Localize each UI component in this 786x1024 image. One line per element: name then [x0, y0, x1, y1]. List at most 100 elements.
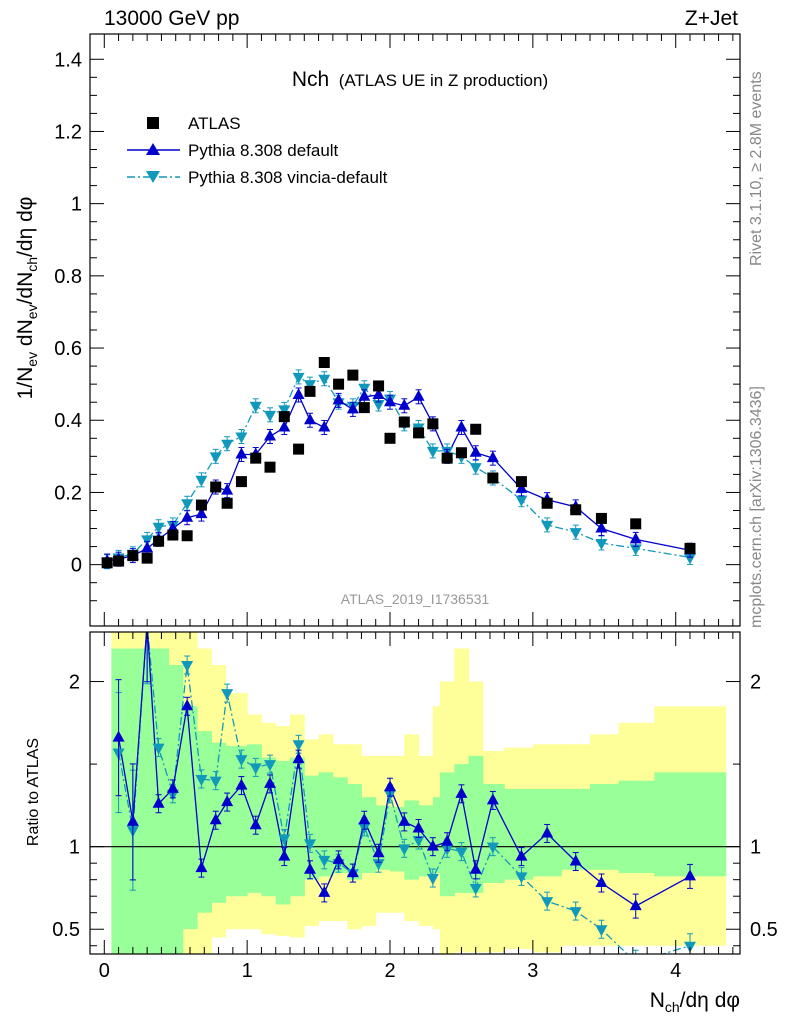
ratio-default-point [629, 899, 642, 911]
process-label: Z+Jet [685, 7, 738, 30]
atlas-point [470, 423, 482, 435]
ratio-vincia-line [117, 632, 691, 954]
ratio-default-point [195, 861, 208, 873]
vincia-point [249, 401, 262, 413]
legend-marker-default [146, 143, 160, 155]
ratio-default-point [209, 813, 222, 825]
atlas-point [153, 535, 165, 547]
vincia-point [195, 475, 208, 487]
default-point [318, 420, 331, 432]
ratio-panel: 0.5 0.5 1 1 2 2 0 1 2 3 4 Ratio to ATLAS Nch/dη dφ [25, 631, 778, 1015]
ratio-default-point [455, 786, 468, 798]
legend-label-vincia: Pythia 8.308 vincia-default [188, 168, 388, 187]
vincia-point [264, 410, 276, 422]
vincia-point [426, 446, 439, 458]
atlas-point [221, 497, 233, 509]
atlas-point [264, 461, 276, 473]
main-y-tick-label: 1 [71, 194, 82, 216]
atlas-point [455, 447, 467, 459]
ratio-default-point [398, 814, 411, 826]
atlas-point [293, 443, 305, 455]
ratio-default-point [486, 793, 499, 805]
uncertainty-band-inner [468, 755, 484, 893]
atlas-point [181, 530, 193, 542]
legend-label-default: Pythia 8.308 default [188, 141, 339, 160]
uncertainty-band-inner [182, 706, 198, 930]
ratio-default-point [569, 854, 582, 866]
atlas-point [167, 529, 179, 541]
atlas-point [278, 411, 290, 423]
ratio-default-point [384, 780, 396, 792]
vincia-point [235, 432, 248, 444]
ratio-default-point [346, 866, 359, 878]
ratio-default-point [304, 862, 316, 874]
ratio-vincia-point [249, 763, 262, 775]
atlas-point [127, 550, 139, 562]
ratio-frame [89, 631, 741, 955]
ratio-default-point [469, 862, 482, 874]
uncertainty-band-inner [275, 760, 291, 905]
default-point [455, 420, 468, 432]
atlas-point [595, 512, 607, 524]
vincia-point [304, 380, 316, 392]
legend-label-atlas: ATLAS [188, 114, 241, 133]
ratio-vincia-point [181, 661, 194, 673]
ratio-default-point [595, 875, 608, 887]
ratio-default-point [235, 778, 248, 790]
vincia-point [152, 522, 165, 534]
ratio-vincia-point [195, 774, 208, 786]
ratio-vincia-point [426, 874, 439, 886]
atlas-point [541, 497, 553, 509]
default-point [195, 507, 208, 519]
ratio-default-point [684, 869, 696, 881]
default-point [486, 451, 499, 463]
ratio-vincia-point [292, 740, 305, 752]
default-point [332, 393, 345, 405]
uncertainty-band-inner [247, 744, 262, 893]
atlas-point [235, 476, 247, 488]
ratio-vincia-point [515, 872, 528, 884]
default-point [235, 447, 248, 459]
atlas-point [373, 380, 385, 392]
default-point [181, 510, 194, 522]
ratio-default-point [249, 818, 262, 830]
atlas-point [250, 452, 262, 464]
atlas-point [515, 476, 527, 488]
default-point [384, 395, 396, 407]
atlas-point [318, 356, 330, 368]
atlas-point [684, 542, 696, 554]
atlas-point [384, 432, 396, 444]
vincia-point [141, 535, 154, 547]
ratio-vincia-point [486, 842, 499, 854]
ratio-default-point [181, 699, 194, 711]
main-y-tick-label: 0 [71, 555, 82, 577]
main-y-tick-label: 0.2 [54, 482, 82, 504]
ratio-default-point [264, 776, 276, 788]
vincia-point [372, 400, 385, 411]
ratio-default-point [426, 839, 439, 851]
uncertainty-band-inner [654, 772, 727, 877]
ratio-y-axis-title: Ratio to ATLAS [25, 738, 42, 846]
ratio-vincia-point [455, 847, 468, 859]
main-y-axis-title: 1/Nev dNev/dNch/dη dφ [14, 197, 40, 400]
ratio-default-line [117, 632, 691, 907]
vincia-line [106, 375, 691, 563]
uncertainty-band-inner [304, 775, 320, 880]
atlas-point [141, 552, 153, 564]
ratio-default-point [318, 885, 331, 897]
uncertainty-band-inner [168, 665, 184, 954]
atlas-point [441, 452, 453, 464]
ratio-vincia-point [541, 897, 554, 909]
ratio-vincia-point [595, 925, 608, 937]
default-point [304, 413, 316, 425]
main-panel: 0 0.2 0.4 0.6 0.8 1 1.2 1.4 Nch (ATLAS UE in Z … [14, 33, 741, 627]
x-axis-title: Nch/dη dφ [650, 989, 740, 1015]
ratio-y-tick-label-right: 2 [750, 672, 761, 694]
default-point [264, 429, 276, 441]
uncertainty-band-inner [590, 783, 620, 870]
atlas-point [413, 427, 425, 439]
ratio-vincia-point [469, 883, 482, 895]
ratio-vincia-point [412, 836, 425, 848]
atlas-point [304, 385, 316, 397]
